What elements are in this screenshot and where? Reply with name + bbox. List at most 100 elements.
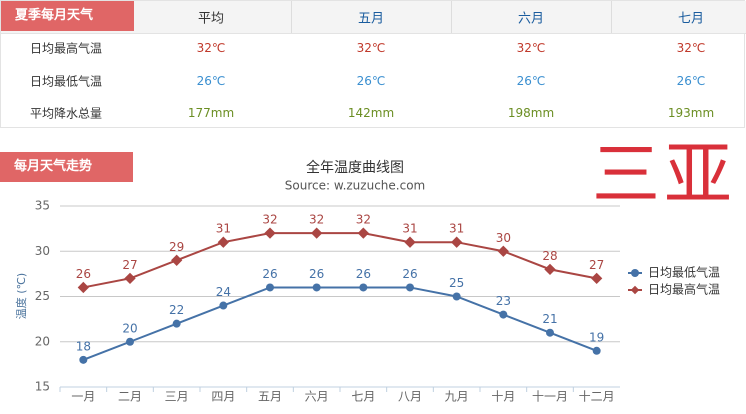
point — [404, 236, 416, 248]
point — [451, 236, 463, 248]
y-tick-label: 30 — [35, 244, 50, 258]
column-header: 七月 — [677, 11, 705, 27]
table-cell: 193mm — [667, 106, 715, 120]
table-cell: 142mm — [347, 106, 395, 120]
data-label: 20 — [122, 321, 137, 335]
data-label: 32 — [262, 213, 277, 227]
row-label: 日均最高气温 — [29, 41, 103, 56]
series-line — [82, 286, 598, 361]
data-label: 26 — [262, 267, 277, 281]
section-tab: 每月天气走势 — [0, 152, 133, 182]
y-tick-label: 20 — [35, 334, 50, 348]
point — [497, 245, 509, 257]
data-label: 27 — [122, 258, 137, 272]
point — [312, 283, 321, 292]
data-label: 26 — [309, 267, 324, 281]
table-cell: 177mm — [187, 106, 235, 120]
x-tick-label: 十一月 — [532, 390, 568, 404]
point — [311, 227, 323, 239]
x-tick-label: 六月 — [305, 390, 329, 404]
table-cell: 32℃ — [196, 41, 226, 55]
point — [171, 254, 183, 266]
point — [546, 328, 554, 337]
point — [264, 227, 276, 239]
table: 夏季每月天气 平均 五月 六月 七月 日均最高气温 32℃ 32℃ 32℃ 32℃ 日均最… — [0, 0, 746, 128]
y-tick-label: 15 — [35, 380, 50, 394]
data-label: 21 — [542, 312, 557, 326]
row-label: 平均降水总量 — [29, 106, 103, 121]
table-cell: 26℃ — [196, 74, 226, 88]
point — [172, 319, 181, 328]
divider — [451, 1, 452, 33]
x-tick-label: 九月 — [445, 390, 469, 404]
legend-marker — [630, 285, 640, 295]
data-label: 32 — [309, 213, 324, 227]
point — [357, 227, 369, 239]
point — [544, 263, 556, 276]
data-label: 29 — [169, 240, 184, 254]
column-header: 六月 — [517, 11, 545, 27]
legend-marker — [631, 269, 639, 277]
legend-label: 日均最低气温 — [648, 265, 720, 280]
y-tick-label: 35 — [35, 199, 50, 213]
point — [592, 346, 601, 355]
data-label: 22 — [169, 303, 184, 317]
x-tick-label: 三月 — [165, 390, 189, 404]
x-tick-label: 四月 — [211, 390, 235, 404]
y-tick-label: 25 — [35, 289, 50, 303]
table-tab: 夏季每月天气 — [1, 1, 134, 31]
data-label: 23 — [496, 294, 511, 308]
point — [591, 272, 603, 285]
legend-label: 日均最高气温 — [648, 282, 720, 297]
data-label: 30 — [496, 231, 511, 245]
divider — [291, 1, 292, 33]
data-label: 31 — [402, 222, 417, 236]
data-label: 26 — [402, 267, 417, 281]
series-line — [83, 232, 597, 289]
point — [77, 281, 89, 294]
x-tick-label: 二月 — [118, 390, 142, 404]
data-label: 32 — [356, 213, 371, 227]
point — [266, 283, 274, 292]
table-cell: 198mm — [507, 106, 555, 120]
x-tick-label: 十二月 — [579, 390, 615, 404]
chart-title: 全年温度曲线图 — [306, 159, 404, 176]
y-axis-label: 温度 (℃) — [14, 273, 28, 319]
data-label: 31 — [216, 222, 231, 236]
data-label: 18 — [76, 339, 91, 353]
x-tick-label: 十月 — [491, 390, 515, 404]
data-label: 19 — [589, 330, 604, 344]
table-cell: 32℃ — [676, 41, 706, 55]
row-label: 日均最低气温 — [29, 74, 103, 89]
data-label: 24 — [216, 285, 231, 299]
data-label: 31 — [449, 222, 464, 236]
point — [126, 337, 134, 346]
city: 三亚 — [592, 136, 737, 215]
table-cell: 32℃ — [356, 41, 386, 55]
divider — [611, 1, 612, 33]
point — [499, 310, 508, 319]
point — [406, 283, 414, 292]
table-cell: 26℃ — [676, 74, 706, 88]
point — [79, 355, 88, 364]
data-label: 26 — [76, 267, 91, 281]
data-label: 28 — [542, 249, 557, 263]
point — [452, 292, 461, 301]
x-tick-label: 七月 — [351, 390, 375, 404]
data-label: 25 — [449, 276, 464, 290]
x-tick-label: 五月 — [258, 390, 282, 404]
chart-subtitle: Source: w.zuzuche.com — [285, 179, 425, 193]
point — [359, 283, 368, 292]
column-header: 五月 — [357, 11, 385, 27]
point — [219, 301, 228, 310]
table-cell: 32℃ — [516, 41, 546, 55]
point — [124, 272, 136, 285]
table-cell: 26℃ — [516, 74, 546, 88]
point — [217, 236, 229, 248]
x-tick-label: 八月 — [398, 390, 422, 404]
data-label: 27 — [589, 258, 604, 272]
table-cell: 26℃ — [356, 74, 386, 88]
data-label: 26 — [356, 267, 371, 281]
